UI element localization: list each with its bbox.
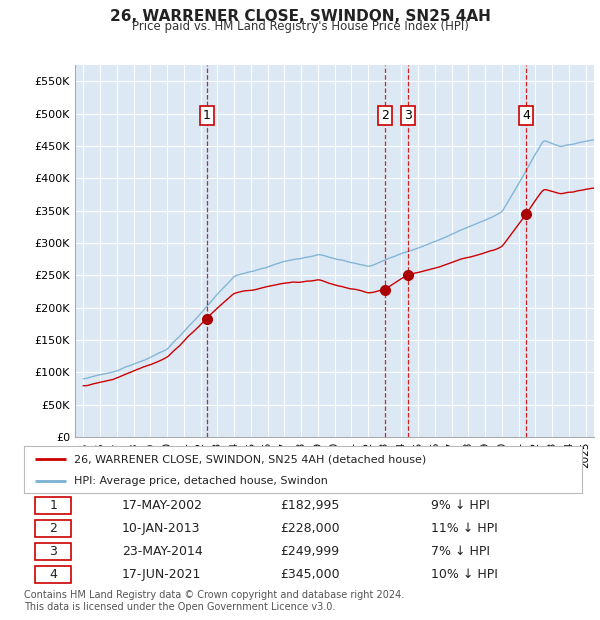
Text: 3: 3 — [49, 545, 57, 558]
Text: 17-MAY-2002: 17-MAY-2002 — [122, 499, 203, 512]
FancyBboxPatch shape — [35, 520, 71, 538]
Text: 23-MAY-2014: 23-MAY-2014 — [122, 545, 202, 558]
Text: 2: 2 — [381, 109, 389, 122]
Text: 2: 2 — [49, 522, 57, 535]
FancyBboxPatch shape — [35, 497, 71, 515]
FancyBboxPatch shape — [35, 565, 71, 583]
Text: 1: 1 — [49, 499, 57, 512]
Text: 3: 3 — [404, 109, 412, 122]
FancyBboxPatch shape — [35, 542, 71, 560]
Text: £249,999: £249,999 — [281, 545, 340, 558]
Text: 10-JAN-2013: 10-JAN-2013 — [122, 522, 200, 535]
Text: 4: 4 — [49, 568, 57, 581]
Text: £345,000: £345,000 — [281, 568, 340, 581]
Text: 17-JUN-2021: 17-JUN-2021 — [122, 568, 201, 581]
Text: Contains HM Land Registry data © Crown copyright and database right 2024.
This d: Contains HM Land Registry data © Crown c… — [24, 590, 404, 612]
Text: Price paid vs. HM Land Registry's House Price Index (HPI): Price paid vs. HM Land Registry's House … — [131, 20, 469, 33]
Text: 7% ↓ HPI: 7% ↓ HPI — [431, 545, 490, 558]
Text: HPI: Average price, detached house, Swindon: HPI: Average price, detached house, Swin… — [74, 476, 328, 486]
Text: 4: 4 — [523, 109, 530, 122]
Text: 11% ↓ HPI: 11% ↓ HPI — [431, 522, 498, 535]
Text: 26, WARRENER CLOSE, SWINDON, SN25 4AH: 26, WARRENER CLOSE, SWINDON, SN25 4AH — [110, 9, 490, 24]
Text: £182,995: £182,995 — [281, 499, 340, 512]
Text: £228,000: £228,000 — [281, 522, 340, 535]
Text: 26, WARRENER CLOSE, SWINDON, SN25 4AH (detached house): 26, WARRENER CLOSE, SWINDON, SN25 4AH (d… — [74, 454, 427, 464]
Text: 9% ↓ HPI: 9% ↓ HPI — [431, 499, 490, 512]
Text: 10% ↓ HPI: 10% ↓ HPI — [431, 568, 498, 581]
Text: 1: 1 — [203, 109, 211, 122]
